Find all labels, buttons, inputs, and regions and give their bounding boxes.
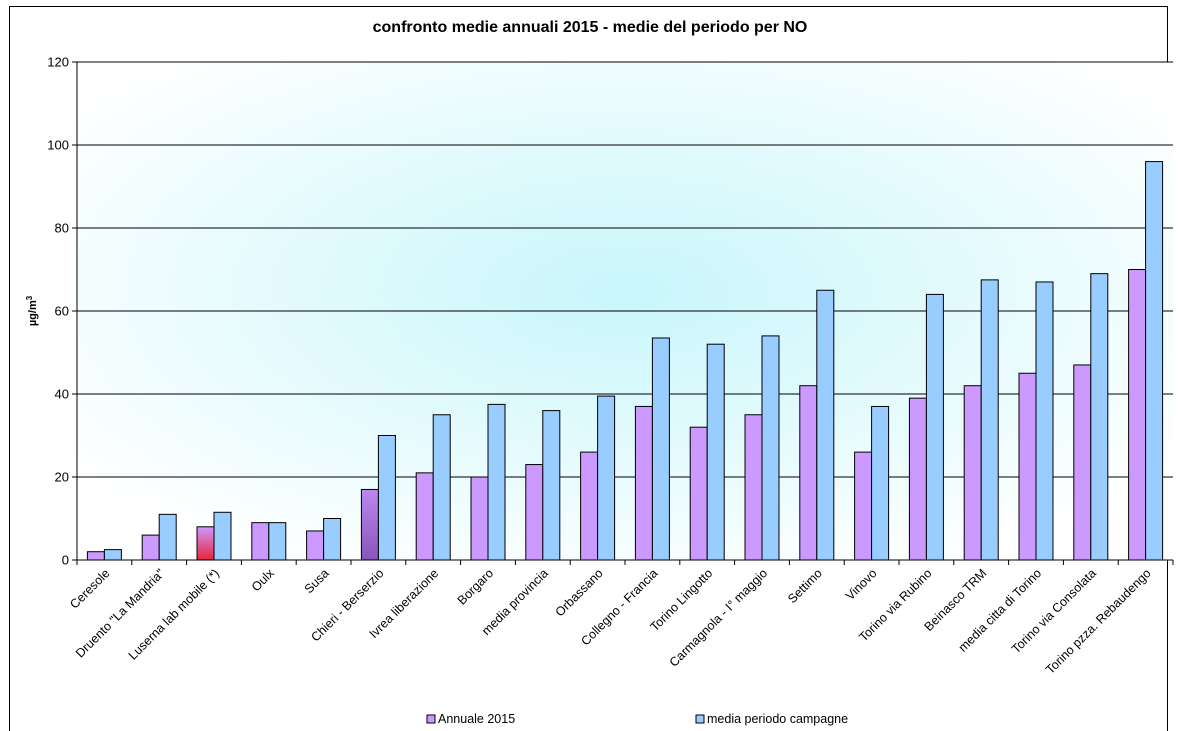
bar-annuale-2015 xyxy=(689,426,708,561)
bar-media-periodo xyxy=(542,410,561,561)
bar-annuale-2015 xyxy=(1018,372,1037,561)
y-tick-label: 80 xyxy=(55,221,69,236)
bar-annuale-2015 xyxy=(634,405,653,561)
bar-media-periodo xyxy=(1145,161,1164,561)
bar-media-periodo xyxy=(487,403,506,561)
bar-annuale-2015 xyxy=(251,522,270,561)
bar-media-periodo xyxy=(268,522,287,561)
bar-annuale-2015 xyxy=(86,551,105,561)
bar-media-periodo xyxy=(1035,281,1054,561)
bar-annuale-2015 xyxy=(908,397,927,561)
axes xyxy=(76,62,1174,565)
bar-media-periodo xyxy=(761,335,780,561)
legend-swatch xyxy=(426,714,436,724)
bar-annuale-2015 xyxy=(306,530,325,561)
bar-media-periodo xyxy=(651,337,670,561)
bar-media-periodo xyxy=(871,405,890,561)
legend-label: media periodo campagne xyxy=(707,712,848,726)
bar-media-periodo xyxy=(377,435,396,561)
bar-media-periodo xyxy=(158,513,177,561)
bar-annuale-2015 xyxy=(580,451,599,561)
y-tick-label: 0 xyxy=(62,553,69,568)
bar-media-periodo xyxy=(597,395,616,561)
bar-annuale-2015 xyxy=(360,488,379,561)
bar-media-periodo xyxy=(980,279,999,561)
bar-media-periodo xyxy=(706,343,725,561)
bar-annuale-2015 xyxy=(141,534,160,561)
legend-label: Annuale 2015 xyxy=(438,712,515,726)
bar-annuale-2015 xyxy=(196,526,215,561)
bar-media-periodo xyxy=(816,289,835,561)
bar-annuale-2015 xyxy=(854,451,873,561)
bar-annuale-2015 xyxy=(1128,269,1147,561)
y-tick-label: 120 xyxy=(47,55,69,70)
legend-swatch xyxy=(695,714,705,724)
bar-media-periodo xyxy=(213,511,232,561)
y-tick-label: 60 xyxy=(55,304,69,319)
bars xyxy=(86,161,1164,561)
bar-annuale-2015 xyxy=(744,414,763,561)
bar-media-periodo xyxy=(432,414,451,561)
bar-media-periodo xyxy=(925,293,944,561)
y-tick-label: 40 xyxy=(55,387,69,402)
bar-media-periodo xyxy=(323,518,342,561)
y-axis-label: µg/m3 xyxy=(25,295,39,326)
bar-annuale-2015 xyxy=(415,472,434,561)
bar-annuale-2015 xyxy=(470,476,489,561)
chart-title: confronto medie annuali 2015 - medie del… xyxy=(373,19,808,36)
y-axis-ticks: 0 20 40 60 80 100 120 xyxy=(47,55,77,568)
bar-media-periodo xyxy=(103,549,122,561)
legend: Annuale 2015 media periodo campagne xyxy=(426,712,848,726)
y-tick-label: 100 xyxy=(47,138,69,153)
bar-annuale-2015 xyxy=(963,385,982,561)
bar-annuale-2015 xyxy=(1073,364,1092,561)
bar-annuale-2015 xyxy=(799,385,818,561)
bar-annuale-2015 xyxy=(525,464,544,561)
y-tick-label: 20 xyxy=(55,470,69,485)
bar-media-periodo xyxy=(1090,273,1109,561)
